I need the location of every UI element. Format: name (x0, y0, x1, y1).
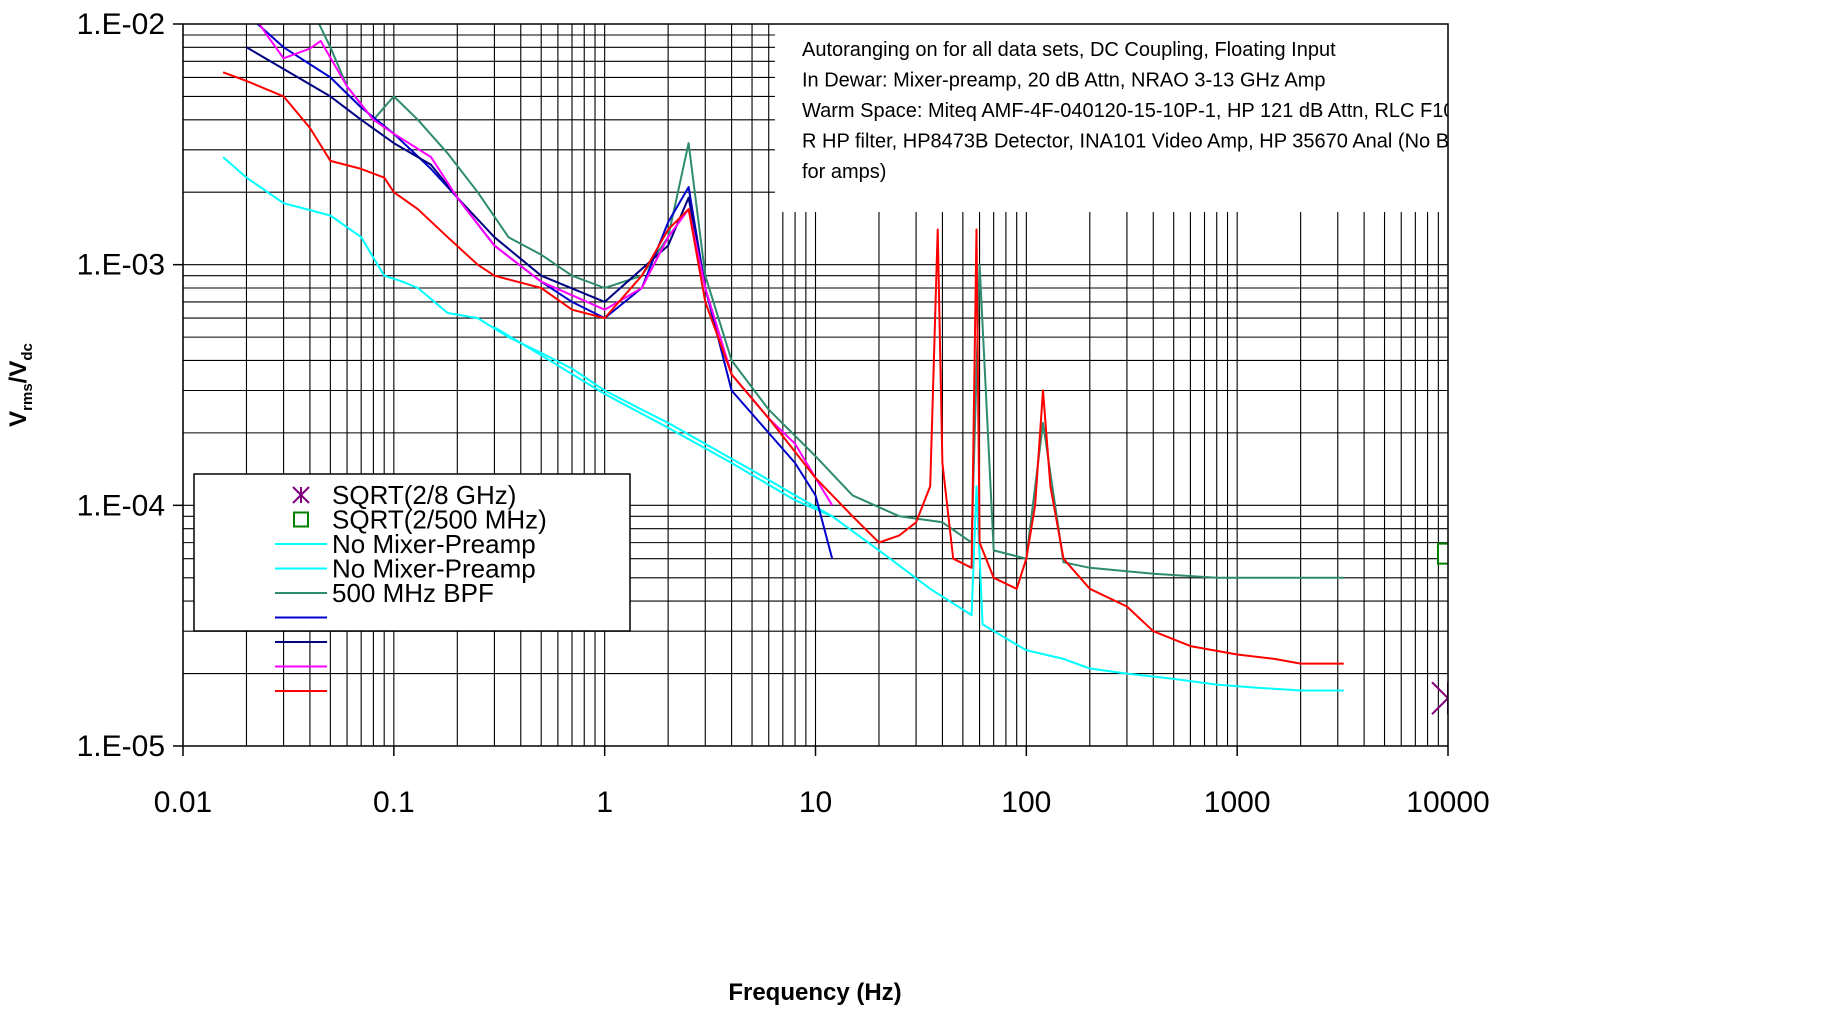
x-axis-ticks: 0.01 0.1 1 10 100 1000 10000 (154, 746, 1490, 819)
series-line (222, 156, 1344, 692)
y-axis-title: Vrms/Vdc (5, 343, 36, 427)
legend: SQRT(2/8 GHz)SQRT(2/500 MHz)No Mixer-Pre… (193, 473, 631, 692)
annotation-box (775, 24, 1448, 212)
y-tick-label: 1.E-04 (77, 489, 165, 522)
y-tick-label: 1.E-05 (77, 730, 165, 763)
y-tick-label: 1.E-02 (77, 8, 165, 41)
y-axis-title-den-sub: dc (19, 343, 36, 361)
star-stroke (1431, 696, 1448, 715)
legend-label: No Mixer-Preamp (332, 529, 536, 559)
x-axis-title: Frequency (Hz) (728, 979, 901, 1006)
legend-label: SQRT(2/8 GHz) (332, 480, 516, 510)
y-tick-label: 1.E-03 (77, 249, 165, 282)
y-axis-ticks: 1.E-02 1.E-03 1.E-04 1.E-05 (77, 8, 183, 763)
annotation-line: In Dewar: Mixer-preamp, 20 dB Attn, NRAO… (802, 70, 1326, 92)
series-line (493, 326, 833, 518)
legend-box (193, 473, 631, 632)
annotation-line: for amps) (802, 161, 886, 183)
series-marker-square (1437, 542, 1448, 565)
annotation-lines: Autoranging on for all data sets, DC Cou… (802, 39, 1461, 183)
series-line (318, 24, 1344, 579)
legend-label: SQRT(2/500 MHz) (332, 505, 547, 535)
x-tick-label: 10 (799, 786, 832, 819)
x-tick-label: 0.01 (154, 786, 212, 819)
series-layer (222, 24, 1448, 715)
y-axis-title-v: V (5, 411, 32, 427)
y-axis-title-den: /V (5, 361, 32, 384)
legend-label: No Mixer-Preamp (332, 554, 536, 584)
legend-swatch-square (293, 511, 309, 528)
annotation-line: R HP filter, HP8473B Detector, INA101 Vi… (802, 131, 1461, 153)
x-tick-label: 10000 (1406, 786, 1489, 819)
legend-label: 500 MHz BPF (332, 578, 494, 608)
x-tick-label: 0.1 (373, 786, 415, 819)
x-tick-label: 100 (1001, 786, 1051, 819)
annotation-line: Autoranging on for all data sets, DC Cou… (802, 39, 1336, 61)
series-marker-star (1431, 681, 1448, 715)
star-stroke (1431, 681, 1448, 700)
series-line (222, 71, 1344, 665)
x-tick-label: 1000 (1204, 786, 1271, 819)
x-tick-label: 1 (596, 786, 613, 819)
annotation-line: Warm Space: Miteq AMF-4F-040120-15-10P-1… (802, 100, 1455, 122)
legend-swatch-star (292, 486, 310, 504)
y-axis-title-num-sub: rms (19, 383, 36, 411)
square-marker (1437, 542, 1448, 565)
annotations: Autoranging on for all data sets, DC Cou… (802, 39, 1461, 183)
